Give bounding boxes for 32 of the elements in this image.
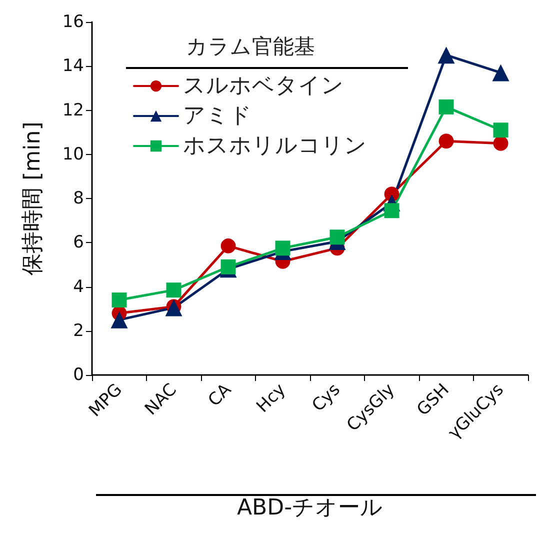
point bbox=[492, 64, 510, 82]
y-axis-title: 保持時間 [min] bbox=[20, 122, 46, 276]
y-tick-label: 0 bbox=[73, 365, 84, 385]
x-tick-label: Cys bbox=[308, 380, 344, 416]
point bbox=[438, 134, 454, 149]
point bbox=[220, 259, 236, 274]
point bbox=[166, 282, 182, 298]
point bbox=[438, 99, 454, 114]
point bbox=[330, 230, 345, 245]
point bbox=[110, 311, 128, 328]
legend-label: ホスホリルコリン bbox=[183, 134, 367, 158]
point bbox=[493, 122, 508, 138]
point bbox=[112, 292, 127, 308]
x-tick-label: Hcy bbox=[252, 380, 290, 417]
point bbox=[384, 203, 400, 218]
y-tick-label: 12 bbox=[62, 100, 84, 120]
point bbox=[220, 238, 236, 254]
y-tick-label: 16 bbox=[62, 12, 84, 32]
y-tick-label: 2 bbox=[73, 320, 84, 341]
point bbox=[438, 46, 455, 64]
x-tick-label: CA bbox=[204, 380, 236, 411]
point bbox=[275, 240, 290, 256]
legend-title: カラム官能基 bbox=[186, 34, 315, 58]
legend-label: アミド bbox=[183, 104, 252, 128]
y-tick-label: 4 bbox=[73, 276, 84, 297]
x-axis-title: ABD-チオール bbox=[236, 496, 384, 520]
point bbox=[493, 136, 508, 151]
legend-label: スルホベタイン bbox=[183, 74, 344, 98]
y-tick-label: 8 bbox=[73, 188, 84, 208]
y-tick-label: 6 bbox=[73, 232, 84, 253]
y-tick-label: 14 bbox=[62, 56, 84, 76]
y-tick-label: 10 bbox=[62, 144, 84, 164]
